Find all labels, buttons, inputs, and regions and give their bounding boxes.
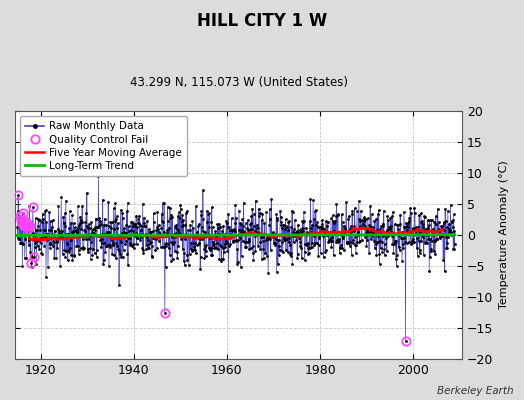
Y-axis label: Temperature Anomaly (°C): Temperature Anomaly (°C) [499,161,509,310]
Text: HILL CITY 1 W: HILL CITY 1 W [197,12,327,30]
Legend: Raw Monthly Data, Quality Control Fail, Five Year Moving Average, Long-Term Tren: Raw Monthly Data, Quality Control Fail, … [20,116,188,176]
Title: 43.299 N, 115.073 W (United States): 43.299 N, 115.073 W (United States) [129,76,347,89]
Text: Berkeley Earth: Berkeley Earth [437,386,514,396]
